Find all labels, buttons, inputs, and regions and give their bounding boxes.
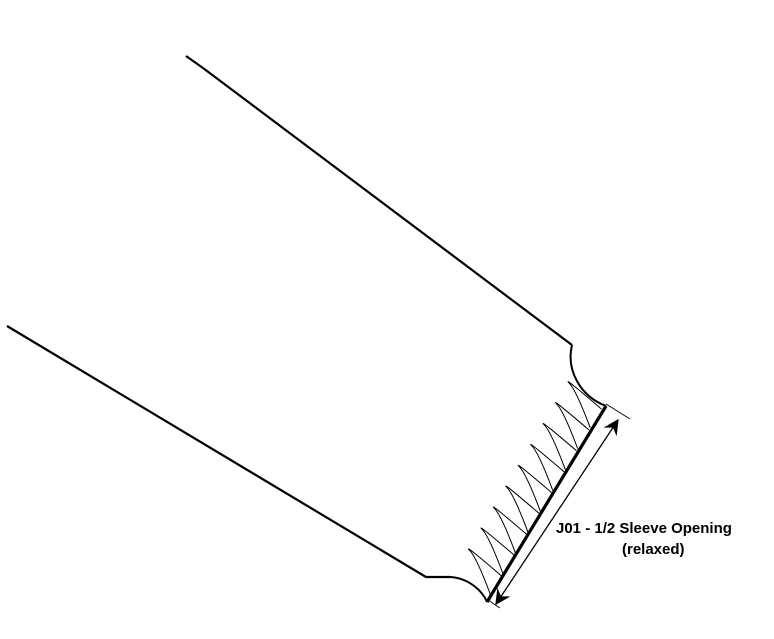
rib-knit-cuff <box>468 381 602 596</box>
cuff-top-curve <box>569 344 607 407</box>
rib-loop <box>567 381 602 428</box>
cuff-bottom-curve <box>449 576 488 603</box>
rib-loop <box>468 548 503 596</box>
measurement-label: J01 - 1/2 Sleeve Opening <box>556 520 732 537</box>
sleeve-opening-edge <box>485 405 608 603</box>
extension-line-top <box>605 403 631 420</box>
measurement-condition-label: (relaxed) <box>622 541 685 558</box>
sleeve-lower-edge <box>6 325 450 579</box>
extension-line-bottom <box>487 599 501 609</box>
measurement-arrow <box>495 418 619 606</box>
sleeve-upper-edge <box>185 55 573 346</box>
